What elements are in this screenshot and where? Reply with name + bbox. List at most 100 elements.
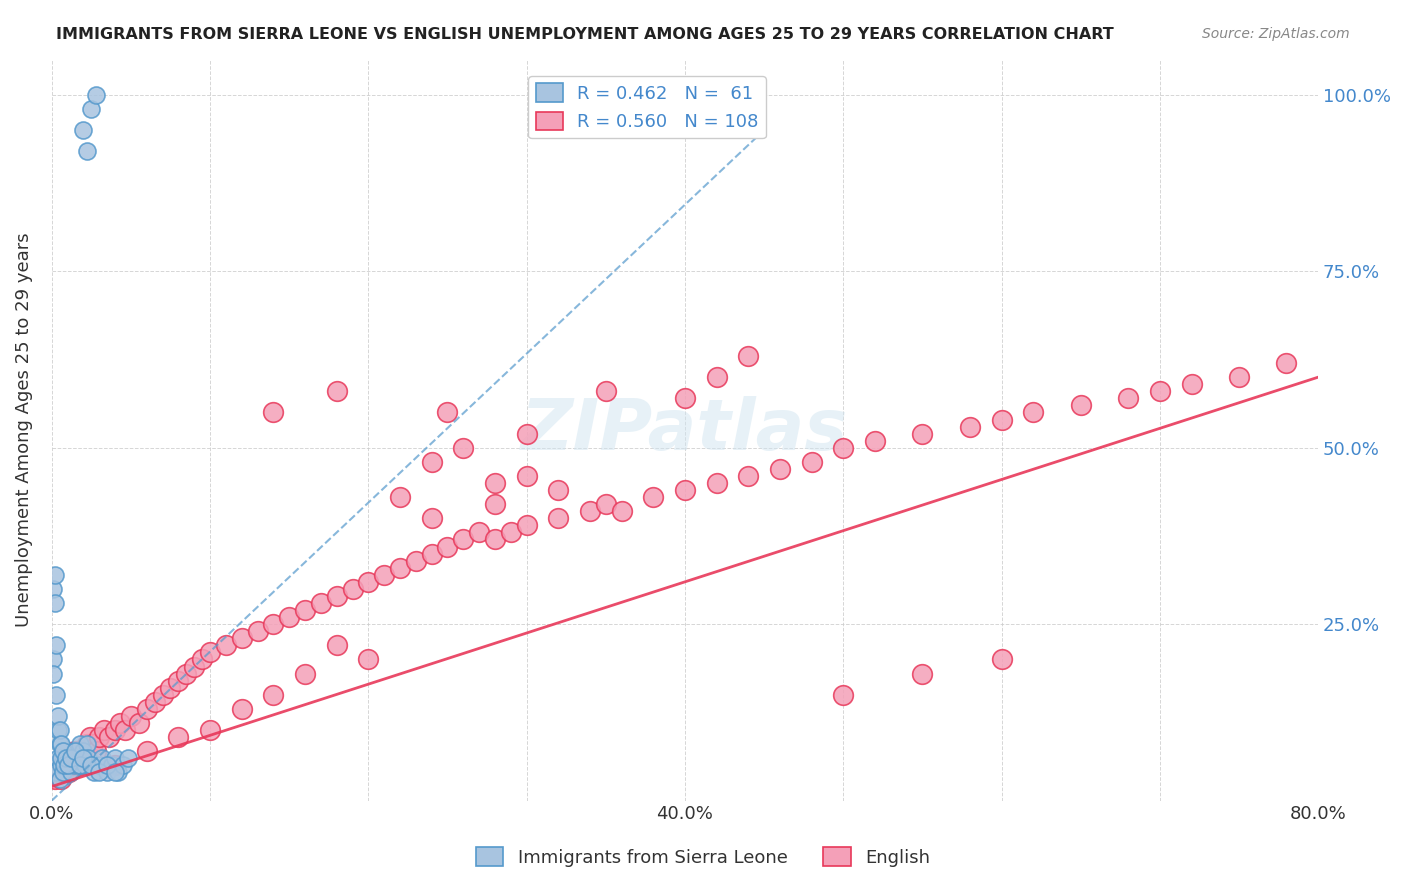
Point (48, 765, 70, 780)
Point (60, 751, 83, 765)
Point (76, 737, 98, 751)
Point (46, 751, 69, 765)
Point (56, 758, 79, 772)
Point (135, 702, 157, 716)
Point (405, 554, 427, 568)
Point (357, 652, 380, 666)
Point (59, 751, 82, 765)
Point (91, 751, 114, 765)
Point (51, 751, 73, 765)
Point (159, 681, 181, 695)
Point (79, 730, 101, 744)
Legend: R = 0.462   N =  61, R = 0.560   N = 108: R = 0.462 N = 61, R = 0.560 N = 108 (529, 76, 766, 138)
Point (46, 723, 69, 737)
Point (595, 384, 617, 399)
Point (51, 772, 73, 787)
Point (231, 632, 253, 646)
Point (69, 737, 91, 751)
Point (167, 673, 190, 688)
Point (107, 765, 129, 780)
Point (48, 737, 70, 751)
Point (357, 574, 380, 589)
Point (143, 695, 166, 709)
Point (453, 533, 475, 547)
Point (579, 504, 602, 518)
Point (1227, 370, 1250, 384)
Point (89, 765, 111, 780)
Point (66, 751, 89, 765)
Point (70, 751, 93, 765)
Point (104, 751, 127, 765)
Point (1180, 377, 1202, 392)
Text: Source: ZipAtlas.com: Source: ZipAtlas.com (1202, 27, 1350, 41)
Point (1116, 392, 1139, 406)
Point (65, 744, 87, 758)
Point (45, 765, 67, 780)
Point (499, 525, 522, 540)
Point (63, 758, 86, 772)
Point (93, 723, 115, 737)
Point (66, 751, 89, 765)
Point (44, 596, 66, 610)
Point (108, 716, 131, 731)
Point (97, 730, 120, 744)
Point (45, 638, 67, 652)
Point (89, 758, 111, 772)
Point (45, 688, 67, 702)
Point (84, 87, 107, 102)
Point (59, 751, 82, 765)
Point (183, 659, 205, 673)
Point (800, 455, 823, 469)
Point (325, 384, 347, 399)
Point (737, 469, 759, 483)
Point (325, 589, 347, 603)
Point (1149, 384, 1171, 399)
Point (215, 638, 238, 652)
Point (52, 758, 75, 772)
Point (96, 758, 118, 772)
Point (44, 567, 66, 582)
Point (420, 455, 443, 469)
Point (84, 744, 107, 758)
Point (1070, 398, 1092, 412)
Point (990, 652, 1012, 666)
Point (436, 405, 458, 419)
Point (114, 723, 136, 737)
Point (420, 547, 443, 561)
Point (737, 349, 759, 363)
Point (46, 709, 69, 723)
Point (51, 758, 73, 772)
Point (863, 434, 886, 448)
Point (420, 511, 443, 525)
Point (58, 758, 80, 772)
Point (55, 758, 77, 772)
Point (246, 624, 269, 639)
Point (673, 392, 696, 406)
Point (198, 645, 221, 659)
Point (101, 758, 124, 772)
Point (53, 758, 76, 772)
Point (1275, 356, 1298, 370)
Point (191, 652, 214, 666)
Point (135, 744, 157, 758)
Point (48, 723, 70, 737)
Point (55, 751, 77, 765)
Point (52, 765, 75, 780)
Point (453, 441, 475, 455)
Point (52, 744, 75, 758)
Point (83, 765, 105, 780)
Point (104, 723, 127, 737)
Point (294, 603, 316, 617)
Point (72, 751, 94, 765)
Point (152, 688, 174, 702)
Point (262, 617, 284, 632)
Point (176, 666, 198, 681)
Point (48, 772, 70, 787)
Point (44, 772, 66, 787)
Point (72, 744, 94, 758)
Point (262, 405, 284, 419)
Point (198, 723, 221, 737)
Point (80, 758, 103, 772)
Point (832, 441, 855, 455)
Point (69, 751, 91, 765)
